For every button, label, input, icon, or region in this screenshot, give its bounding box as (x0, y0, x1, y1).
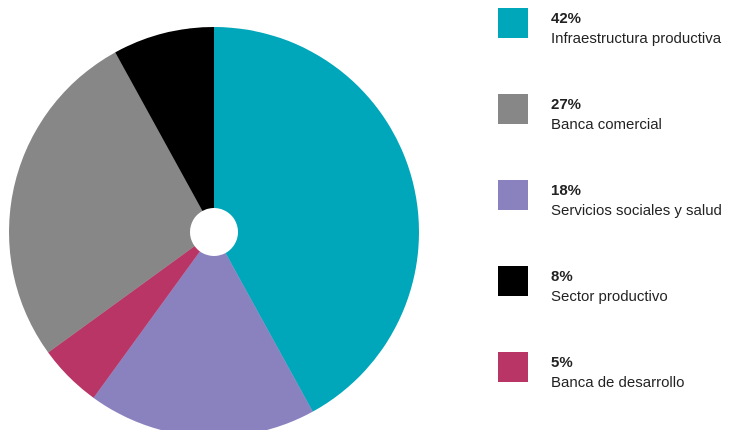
pie-slice (214, 27, 420, 412)
center-hole (190, 208, 238, 256)
legend-swatch (498, 352, 528, 382)
legend-label: Infraestructura productiva (551, 30, 722, 47)
legend-swatch (498, 8, 528, 38)
pie-slice (48, 232, 214, 398)
legend-swatch (498, 266, 528, 296)
pie-slice (115, 27, 214, 232)
legend-value: 42% (551, 10, 581, 27)
legend-value: 8% (551, 268, 573, 285)
legend-label: Banca comercial (551, 116, 662, 133)
legend-value: 18% (551, 182, 581, 199)
legend-value: 5% (551, 354, 573, 371)
legend-swatch (498, 180, 528, 210)
legend-label: Sector productivo (551, 288, 668, 305)
legend-value: 27% (551, 96, 581, 113)
pie-slice (8, 52, 214, 353)
legend-swatch (498, 94, 528, 124)
pie-slice (93, 232, 313, 430)
legend-label: Servicios sociales y salud (551, 202, 722, 219)
legend-label: Banca de desarrollo (551, 374, 684, 391)
